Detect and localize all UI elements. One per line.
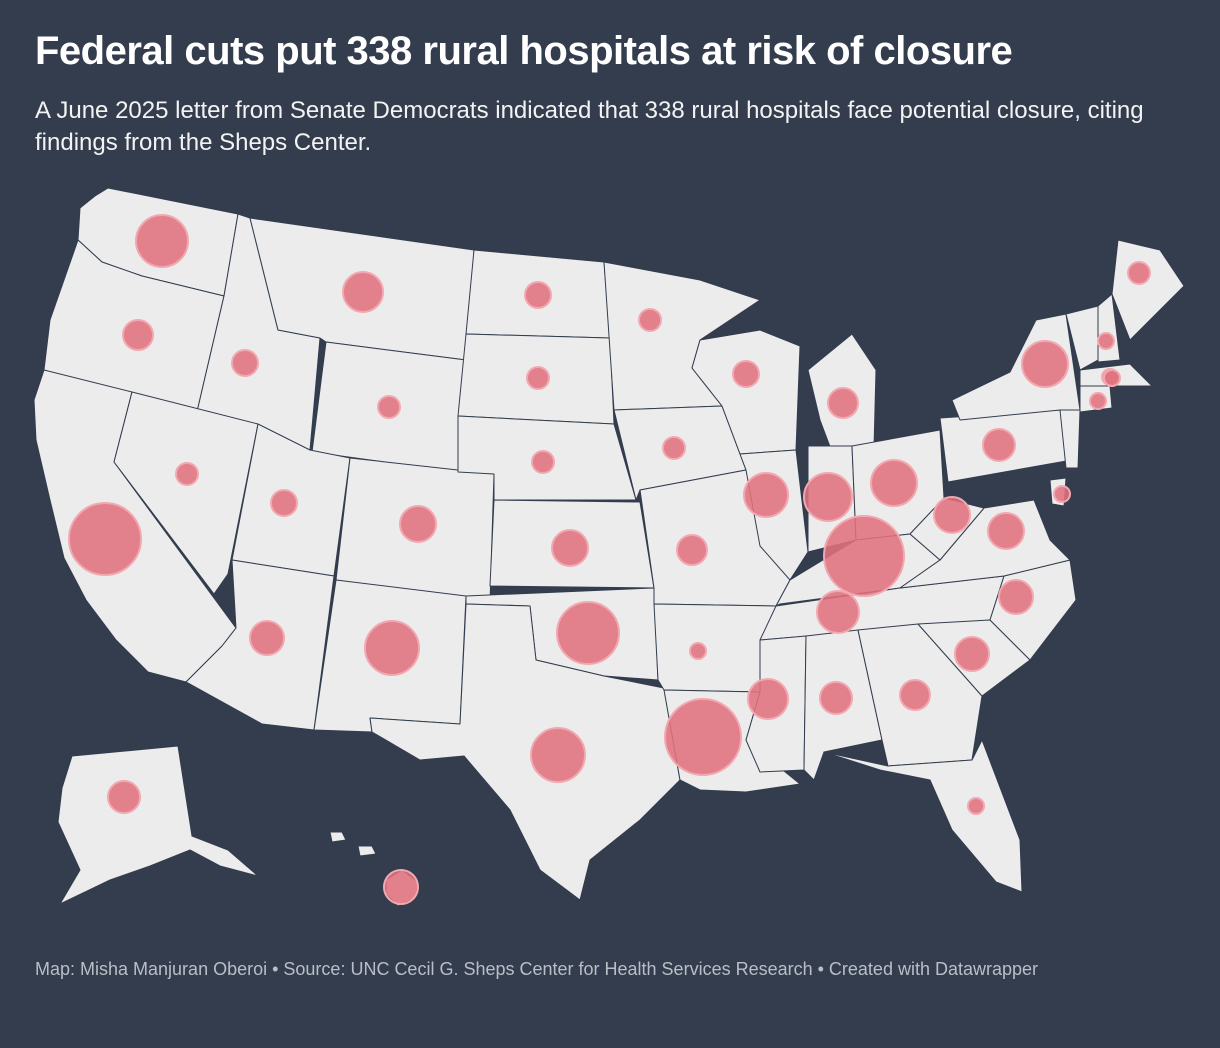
state-fl [823,739,1023,893]
bubble-ut[interactable] [270,489,298,517]
bubble-mt[interactable] [342,271,384,313]
bubble-nd[interactable] [524,281,552,309]
bubble-mo[interactable] [676,534,708,566]
bubble-il[interactable] [743,472,789,518]
bubble-ky[interactable] [823,515,905,597]
bubble-ga[interactable] [899,679,931,711]
bubble-nm[interactable] [364,620,420,676]
bubble-vt[interactable] [1097,332,1115,350]
bubble-co[interactable] [399,505,437,543]
bubble-nv[interactable] [175,462,199,486]
state-nv [113,391,259,595]
bubble-de[interactable] [1053,485,1071,503]
bubble-oh[interactable] [870,459,918,507]
bubble-nc[interactable] [998,579,1034,615]
bubble-wv[interactable] [933,496,971,534]
bubble-ar[interactable] [689,642,707,660]
bubble-al[interactable] [819,681,853,715]
us-map [33,187,1185,907]
bubble-ma[interactable] [1103,369,1121,387]
state-nj [1059,409,1081,469]
bubble-pa[interactable] [982,428,1016,462]
bubble-tx[interactable] [530,727,586,783]
bubble-wa[interactable] [135,214,189,268]
state-hi-islands [329,831,377,857]
chart-subtitle: A June 2025 letter from Senate Democrats… [35,97,1144,156]
bubble-me[interactable] [1127,261,1151,285]
bubble-ia[interactable] [662,436,686,460]
bubble-ca[interactable] [68,502,142,576]
bubble-la[interactable] [664,698,742,776]
state-me [1111,239,1185,341]
bubble-ks[interactable] [551,529,589,567]
bubble-wy[interactable] [377,395,401,419]
bubble-fl[interactable] [967,797,985,815]
bubble-id[interactable] [231,349,259,377]
bubble-va[interactable] [987,512,1025,550]
state-ar [653,603,777,693]
bubble-ny[interactable] [1021,340,1069,388]
bubble-ct[interactable] [1089,392,1107,410]
bubble-ms[interactable] [747,678,789,720]
bubble-in[interactable] [803,472,853,522]
bubbles-layer [68,214,1151,905]
state-tx [369,603,681,901]
bubble-or[interactable] [122,319,154,351]
bubble-ok[interactable] [556,601,620,665]
state-ak [57,745,259,905]
chart-title: Federal cuts put 338 rural hospitals at … [35,29,1013,73]
bubble-ne[interactable] [531,450,555,474]
bubble-sd[interactable] [526,366,550,390]
bubble-ak[interactable] [107,780,141,814]
bubble-sc[interactable] [954,636,990,672]
bubble-hi[interactable] [383,869,419,905]
bubble-mi[interactable] [827,387,859,419]
bubble-tn[interactable] [816,590,860,634]
source-credit: Map: Misha Manjuran Oberoi • Source: UNC… [35,959,1039,979]
bubble-wi[interactable] [732,360,760,388]
bubble-mn[interactable] [638,308,662,332]
bubble-az[interactable] [249,620,285,656]
